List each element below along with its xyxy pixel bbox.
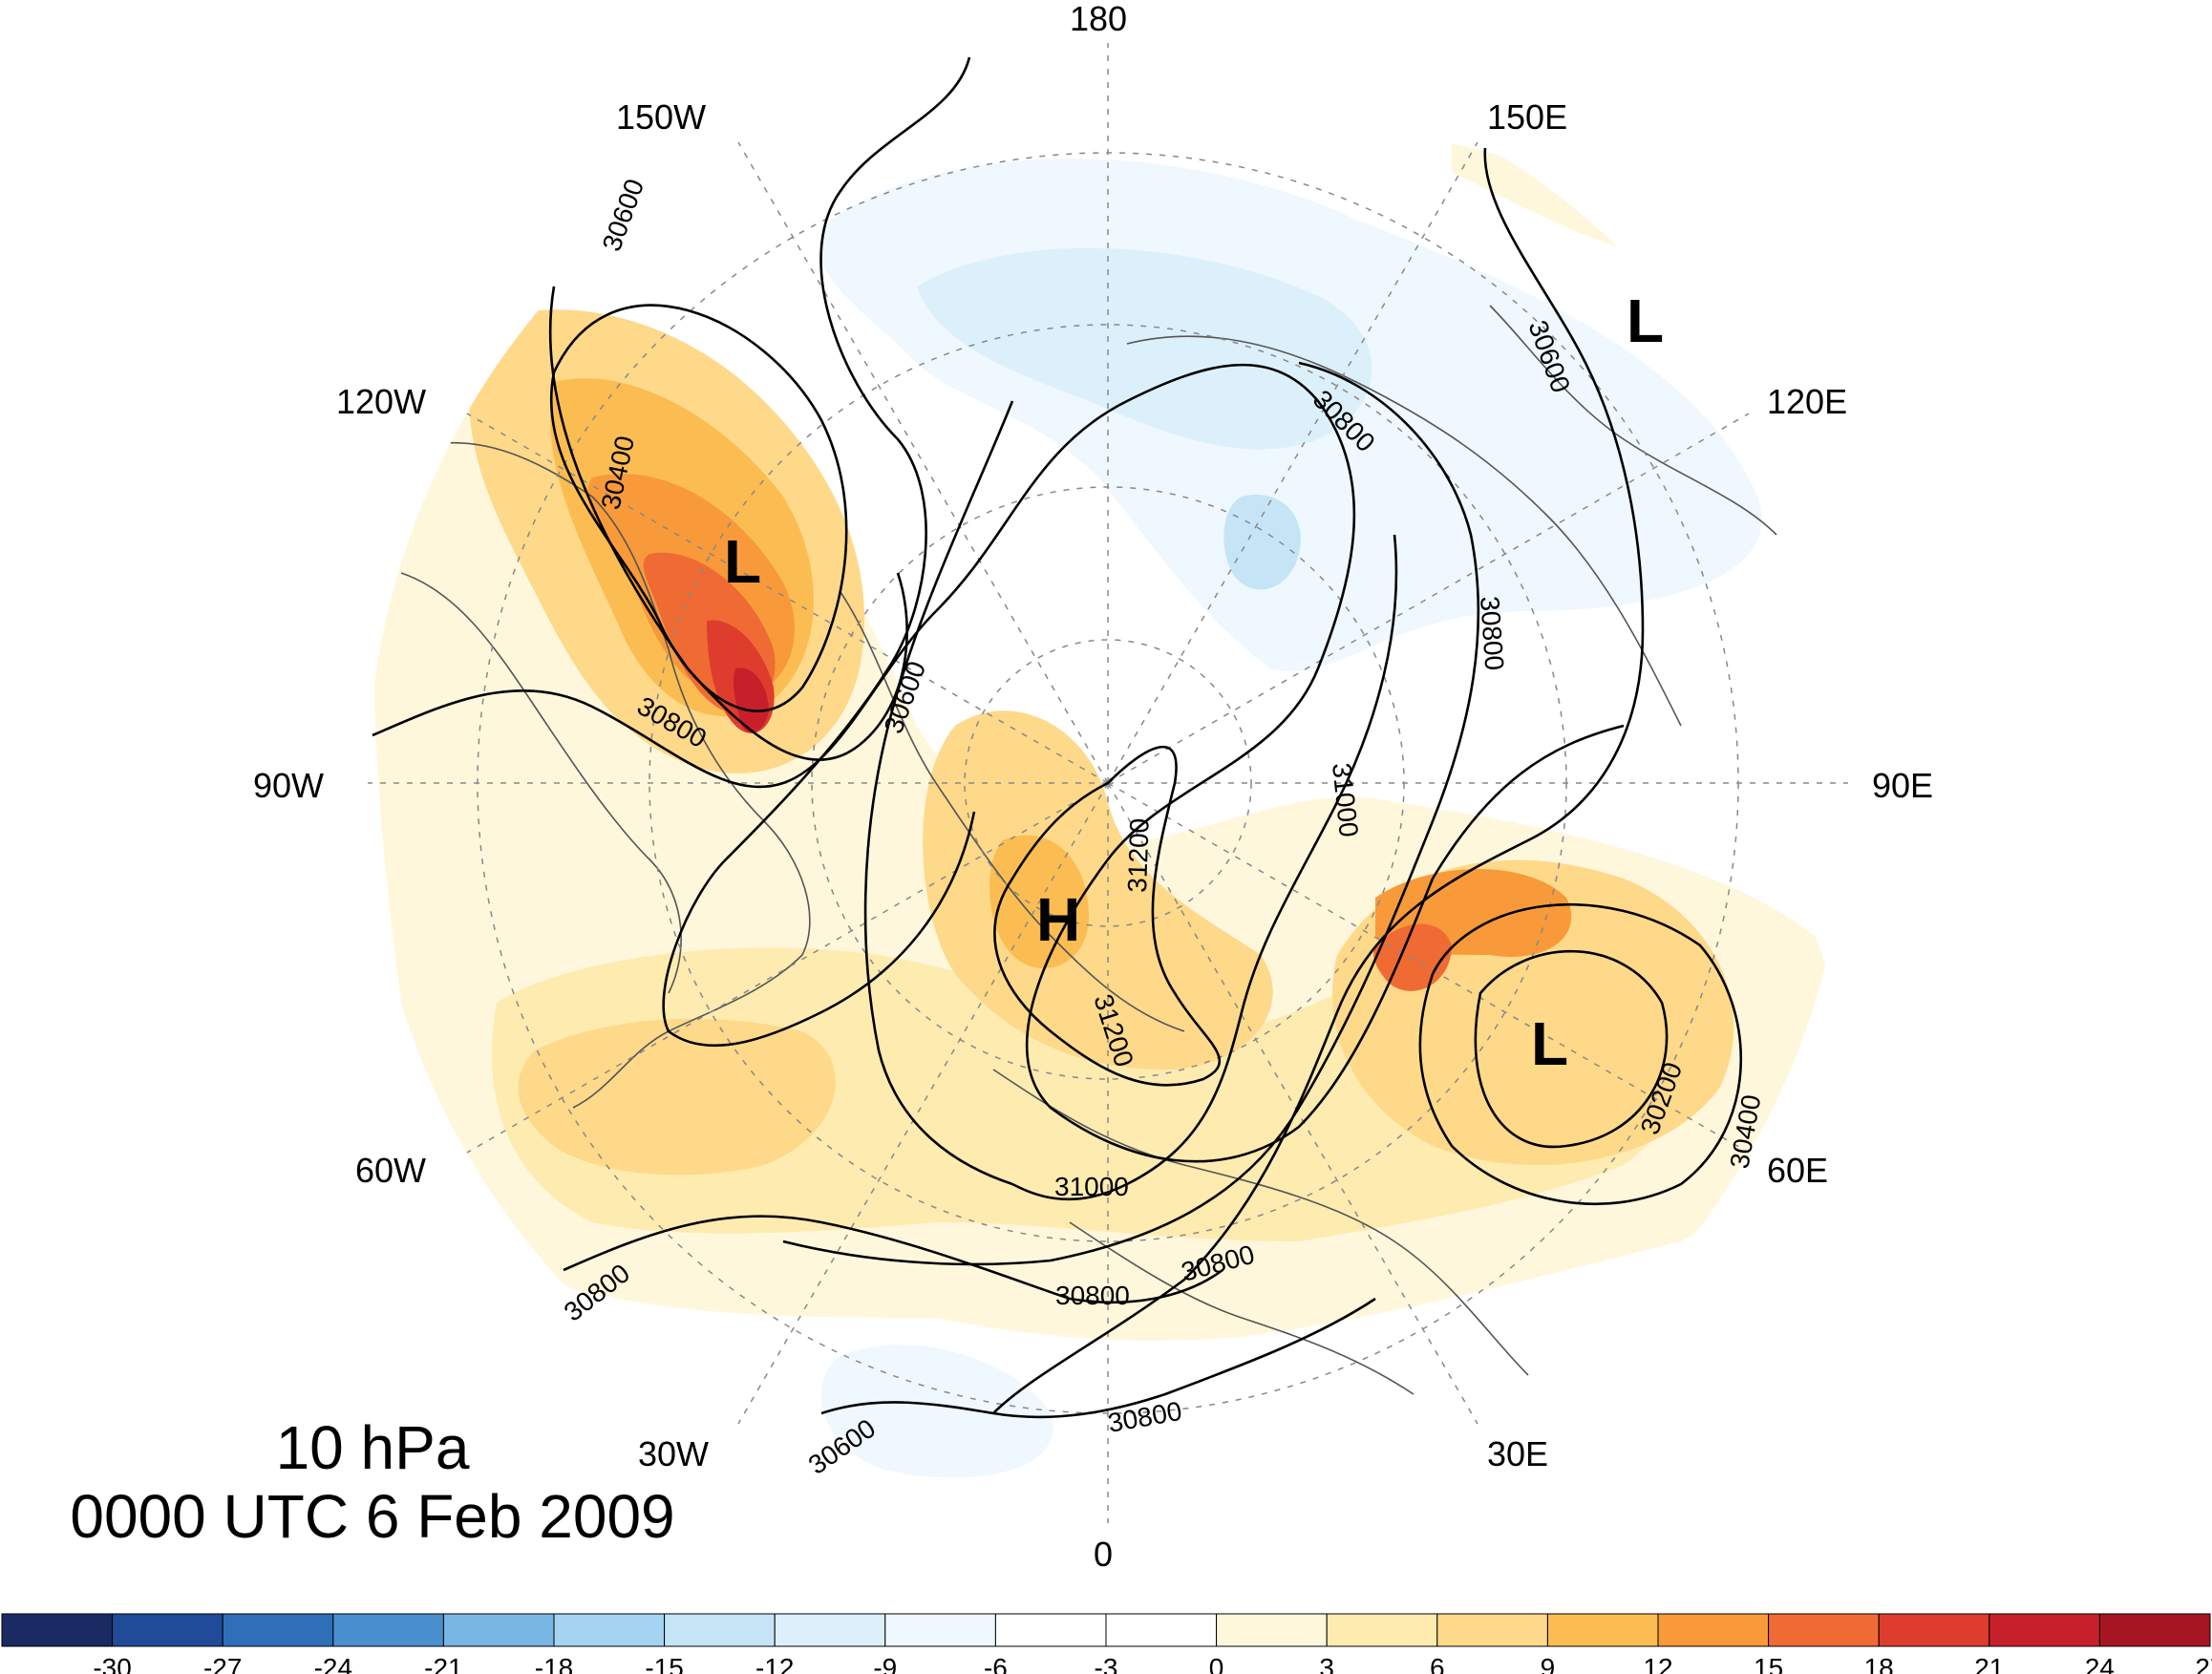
colorbar-tick-label: 18 <box>1864 1653 1894 1674</box>
colorbar-swatch <box>994 1613 1107 1647</box>
contour-30600-east <box>992 147 1645 1414</box>
low-pacific-marker: L <box>1627 286 1664 355</box>
lon-label-60e: 60E <box>1767 1151 1828 1190</box>
graticule <box>368 43 1848 1523</box>
colorbar-swatch <box>222 1613 334 1647</box>
colorbar-swatch <box>112 1613 223 1647</box>
colorbar-tick-label: -3 <box>1095 1653 1118 1674</box>
colorbar-tick-label: 9 <box>1541 1653 1556 1674</box>
contour-label: 31000 <box>1054 1172 1129 1201</box>
longitude-labels: 180 150E 120E 90E 60E 30E 0 30W 60W 90W … <box>253 0 1933 1574</box>
colorbar-tick-label: 0 <box>1209 1653 1224 1674</box>
colorbar-tick-label: -6 <box>984 1653 1008 1674</box>
contour-31000-east <box>1011 534 1398 1201</box>
contour-30600-south <box>820 1297 1376 1419</box>
height-contours <box>372 56 1742 1419</box>
colorbar-tick-label: 21 <box>1974 1653 2004 1674</box>
colorbar-tick-label: 24 <box>2085 1653 2115 1674</box>
valid-time-label: 0000 UTC 6 Feb 2009 <box>70 1482 675 1551</box>
contour-30800-west <box>372 363 1625 1163</box>
lon-label-30w: 30W <box>638 1434 709 1473</box>
contour-30800-south <box>563 1215 1223 1303</box>
colorbar-tick-label: 6 <box>1430 1653 1445 1674</box>
contour-30400-low <box>1418 902 1742 1206</box>
colorbar-swatch <box>664 1613 776 1647</box>
colorbar-swatch <box>1216 1613 1328 1647</box>
colorbar-swatch <box>1989 1613 2100 1647</box>
colorbar-swatch <box>1326 1613 1438 1647</box>
colorbar-swatch <box>2098 1613 2211 1647</box>
contour-31000-mid <box>863 400 1014 1186</box>
colorbar-swatch <box>442 1613 555 1647</box>
colorbar-tick-label: 3 <box>1319 1653 1334 1674</box>
colorbar-swatch <box>1 1613 114 1647</box>
lon-label-120w: 120W <box>336 382 426 421</box>
low-canada-marker: L <box>724 527 761 596</box>
colorbar-swatch <box>1546 1613 1659 1647</box>
colorbar-tick-label: -30 <box>93 1653 131 1674</box>
colorbar-swatch <box>1768 1613 1880 1647</box>
colorbar-tick-label: -18 <box>535 1653 573 1674</box>
low-siberia-marker: L <box>1531 1009 1568 1078</box>
colorbar-swatch <box>553 1613 666 1647</box>
contour-30800-east <box>782 361 1480 1266</box>
colorbar-tick-label: -15 <box>645 1653 683 1674</box>
contour-label: 30800 <box>1475 595 1509 671</box>
colorbar-tick-label: -21 <box>424 1653 462 1674</box>
colorbar-tick-label: -27 <box>203 1653 242 1674</box>
contour-label: 30800 <box>1055 1281 1130 1310</box>
lon-label-180: 180 <box>1070 0 1127 38</box>
colorbar-swatch <box>1657 1613 1770 1647</box>
colorbar-tick-label: -9 <box>873 1653 897 1674</box>
contour-label: 31200 <box>1122 817 1155 893</box>
colorbar-swatch <box>332 1613 444 1647</box>
colorbar-tick-label: 12 <box>1643 1653 1672 1674</box>
colorbar-tick-label: -24 <box>314 1653 352 1674</box>
lon-label-90e: 90E <box>1872 766 1933 805</box>
colorbar-swatch <box>884 1613 996 1647</box>
colorbar-swatch <box>774 1613 886 1647</box>
lon-label-90w: 90W <box>253 766 324 805</box>
colorbar-swatch <box>1878 1613 1990 1647</box>
high-marker: H <box>1036 885 1080 954</box>
plot-title: 10 hPa 0000 UTC 6 Feb 2009 <box>19 1413 726 1551</box>
lon-label-30e: 30E <box>1487 1434 1548 1473</box>
contour-31200-high <box>993 745 1222 1087</box>
colorbar: -30 -27 -24 -21 -18 -15 -12 -9 -6 -3 0 3 6 9 12 15 18 21 2… <box>1 1613 2212 1674</box>
lon-label-150e: 150E <box>1487 97 1567 137</box>
colorbar-tick-label: 15 <box>1754 1653 1783 1674</box>
colorbar-tick-label: -12 <box>755 1653 794 1674</box>
contour-30400-canada <box>549 304 848 712</box>
lon-label-0: 0 <box>1094 1535 1113 1574</box>
pressure-level-label: 10 hPa <box>275 1413 470 1482</box>
lon-label-60w: 60W <box>355 1151 426 1190</box>
contour-30200-low <box>1474 949 1669 1149</box>
lon-label-120e: 120E <box>1767 382 1847 421</box>
colorbar-swatch <box>1105 1613 1218 1647</box>
colorbar-tick-label: 27 <box>2195 1653 2212 1674</box>
lon-label-150w: 150W <box>616 97 706 137</box>
colorbar-swatch <box>1436 1613 1548 1647</box>
pressure-systems: L L H L <box>724 286 1664 1078</box>
